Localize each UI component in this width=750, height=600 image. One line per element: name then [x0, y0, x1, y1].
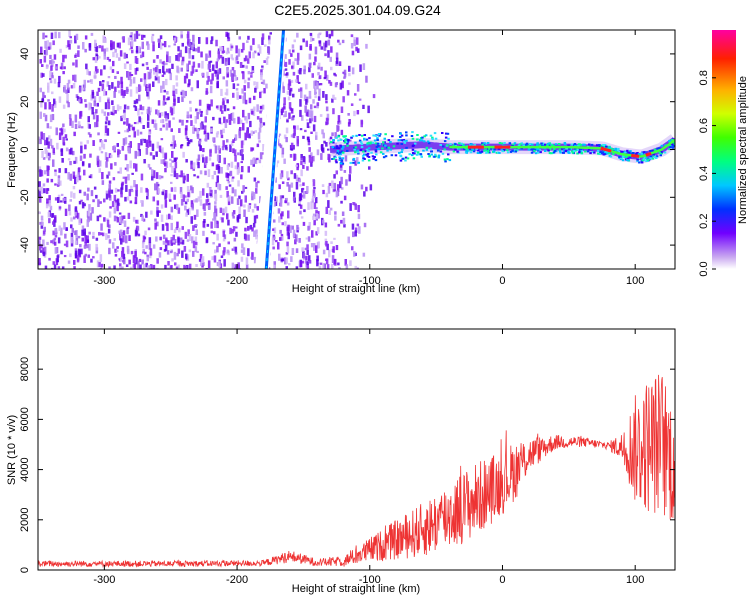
colorbar-tick-label: 0.2 [698, 214, 710, 229]
snr-xtick-label: -300 [93, 574, 115, 586]
noise-speckles [38, 30, 376, 269]
oblique-line [255, 30, 287, 269]
snr-ytick-label: 0 [19, 567, 31, 573]
snr-xlabel: Height of straight line (km) [292, 583, 420, 595]
spec-xtick-label: -200 [226, 275, 248, 287]
colorbar: 0.0 0.2 0.4 0.6 0.8 Normalized spectral ampl… [698, 30, 749, 277]
snr-xtick-label: -200 [226, 574, 248, 586]
snr-xtick-label: 0 [499, 574, 505, 586]
snr-ytick-label: 8000 [19, 357, 31, 381]
colorbar-tick-label: 0.6 [698, 118, 710, 133]
spec-xtick-label: 0 [499, 275, 505, 287]
snr-frame [37, 328, 676, 571]
spec-ytick-label: 40 [19, 48, 31, 60]
spec-xtick-label: 100 [626, 275, 644, 287]
spectrogram-ylabel: Frequency (Hz) [6, 112, 18, 188]
chart-title: C2E5.2025.301.04.09.G24 [274, 2, 441, 18]
spec-ytick-label: -20 [19, 189, 31, 205]
snr-xtick-label: 100 [626, 574, 644, 586]
snr-ytick-label: 6000 [19, 407, 31, 431]
colorbar-label: Normalized spectral amplitude [737, 76, 749, 224]
spec-ytick-label: 20 [19, 96, 31, 108]
snr-ytick-label: 4000 [19, 457, 31, 481]
spec-ytick-label: 0 [19, 146, 31, 152]
snr-series-line [38, 374, 675, 568]
colorbar-tick-label: 0.8 [698, 70, 710, 85]
colorbar-tick-label: 0.0 [698, 261, 710, 276]
snr-ylabel: SNR (10 * v/v) [6, 415, 18, 485]
snr-ytick-label: 2000 [19, 508, 31, 532]
colorbar-gradient [712, 30, 736, 269]
colorbar-tick-label: 0.4 [698, 166, 710, 181]
spec-ytick-label: -40 [19, 237, 31, 253]
snr-xtick-label: -100 [359, 574, 381, 586]
spectrogram-xlabel: Height of straight line (km) [292, 283, 420, 295]
spec-xtick-label: -100 [359, 275, 381, 287]
spec-xtick-label: -300 [93, 275, 115, 287]
signal-track [329, 131, 675, 165]
